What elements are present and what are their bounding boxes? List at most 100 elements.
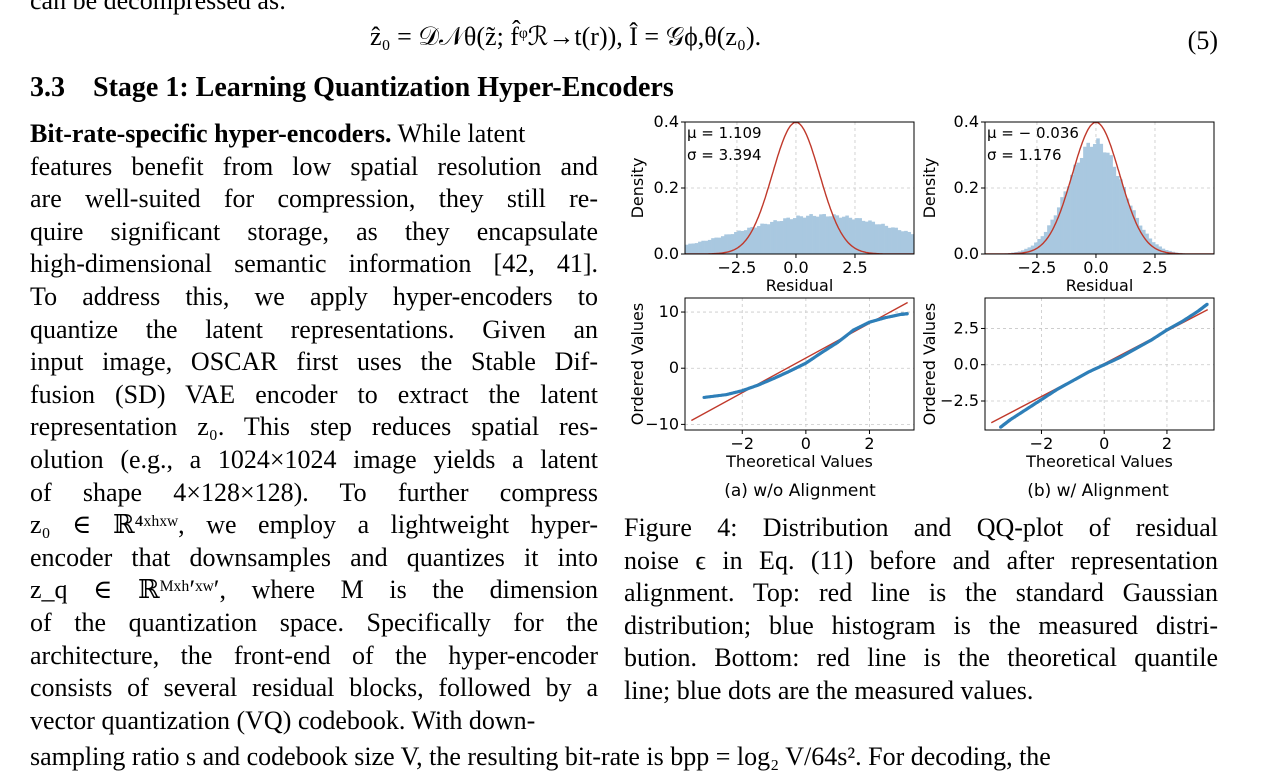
histogram-bar [780, 221, 784, 254]
x-tick-label: −2 [730, 434, 754, 453]
qq-points [702, 312, 908, 399]
x-axis-label: Theoretical Values [1025, 452, 1173, 471]
y-tick-label: 0.4 [654, 112, 679, 131]
y-tick-label: 0.4 [954, 112, 979, 131]
qq-point [1205, 303, 1208, 306]
x-tick-label: −2 [1030, 434, 1054, 453]
histogram-bar [1142, 230, 1146, 254]
histogram-bar [714, 238, 718, 254]
body-line: olution (e.g., a 1024×1024 image yields … [30, 444, 598, 477]
histogram-bar [868, 220, 872, 254]
y-tick-label: 10 [659, 302, 679, 321]
x-tick-label: 0 [801, 434, 811, 453]
body-line: quantize the latent representations. Giv… [30, 314, 598, 347]
histogram-bar [711, 238, 715, 254]
y-tick-label: −2.5 [940, 391, 979, 410]
histogram-bar [1067, 186, 1071, 254]
histogram-bar [907, 232, 911, 254]
body-line: z_q ∈ ℝᴹˣʰ′ˣʷ′, where M is the dimension [30, 574, 598, 607]
histogram-bar [894, 228, 898, 254]
histogram-bar [695, 243, 699, 254]
histogram-bar [803, 218, 807, 254]
histogram-bar [888, 228, 892, 254]
histogram-bar [692, 243, 696, 254]
sigma-annotation: σ = 1.176 [987, 146, 1062, 164]
x-tick-label: 0.0 [1083, 258, 1108, 277]
histogram-bar [878, 224, 882, 254]
histogram-bar [800, 216, 804, 254]
histogram-bar [737, 231, 741, 254]
x-tick-label: 0.0 [783, 258, 808, 277]
body-paragraph: Bit-rate-specific hyper-encoders. While … [30, 118, 598, 737]
histogram-bar [849, 218, 853, 254]
body-line: high-dimensional semantic information [4… [30, 248, 598, 281]
histogram-bar [790, 219, 794, 254]
equation-5: ẑ₀ = 𝒟𝒩θ(z̃; f̂ᵠℛ→t(r)), Î = 𝒢ϕ,θ(z₀). [370, 22, 761, 53]
histogram-bar [858, 218, 862, 254]
histogram-bar [708, 240, 712, 254]
body-line: Bit-rate-specific hyper-encoders. While … [30, 118, 598, 151]
body-line: representation z₀. This step reduces spa… [30, 411, 598, 444]
histogram-bar [1080, 158, 1084, 254]
y-tick-label: 0.0 [954, 355, 979, 374]
body-line: features benefit from low spatial resolu… [30, 151, 598, 184]
histogram-bar [1073, 165, 1077, 254]
y-axis-label: Density [628, 158, 647, 219]
histogram-bar [770, 222, 774, 254]
histogram-bar [705, 241, 709, 254]
histogram-bar [881, 224, 885, 254]
body-line: vector quantization (VQ) codebook. With … [30, 705, 598, 738]
y-tick-label: 0.0 [954, 244, 979, 263]
x-tick-label: −2.5 [718, 258, 757, 277]
histogram-bar [839, 218, 843, 254]
histogram-bar [724, 234, 728, 254]
histogram-bar [891, 227, 895, 254]
histogram-bar [760, 224, 764, 254]
histogram-bar [773, 220, 777, 254]
histogram-bar [721, 236, 725, 254]
y-axis-label: Ordered Values [628, 303, 647, 425]
histogram-bar [845, 216, 849, 254]
histogram-bar [718, 238, 722, 254]
body-line: encoder that downsamples and quantizes i… [30, 542, 598, 575]
histogram-bar [862, 221, 866, 254]
histogram-bar [767, 224, 771, 254]
body-line: architecture, the front-end of the hyper… [30, 640, 598, 673]
histogram-bar [1093, 144, 1097, 254]
histogram-bar [1103, 152, 1107, 254]
histogram-bar [816, 217, 820, 254]
body-line: quire significant storage, as they encap… [30, 216, 598, 249]
figure-caption: Figure 4: Distribution and QQ-plot of re… [624, 512, 1218, 708]
histogram-bar [829, 216, 833, 254]
histogram-bar [865, 222, 869, 254]
histogram-bar [688, 244, 692, 254]
axes-frame [985, 298, 1214, 430]
histogram-bar [777, 221, 781, 254]
histogram-bar [819, 214, 823, 254]
histogram-bar [1122, 187, 1126, 254]
x-axis-label: Residual [766, 276, 834, 295]
body-line: are well-suited for compression, they st… [30, 183, 598, 216]
histogram-bar [764, 224, 768, 254]
histogram-bar [1083, 147, 1087, 254]
sigma-annotation: σ = 3.394 [687, 146, 762, 164]
histogram-bar [1109, 155, 1113, 254]
histogram-bar [1047, 225, 1051, 254]
subcaption-b: (b) w/ Alignment [1027, 481, 1169, 501]
y-tick-label: 0 [669, 358, 679, 377]
histogram-bar [701, 241, 705, 254]
section-title: Stage 1: Learning Quantization Hyper-Enc… [93, 72, 674, 103]
body-line: To address this, we apply hyper-encoders… [30, 281, 598, 314]
y-tick-label: 0.2 [654, 178, 679, 197]
histogram-bar [904, 231, 908, 254]
mu-annotation: μ = 1.109 [687, 124, 762, 142]
qq-points [999, 303, 1209, 429]
histogram-bar [813, 216, 817, 254]
histogram-bar [1126, 199, 1130, 254]
histogram-bar [1090, 147, 1094, 254]
histogram-bar [1106, 153, 1110, 254]
y-axis-label: Density [920, 158, 939, 219]
